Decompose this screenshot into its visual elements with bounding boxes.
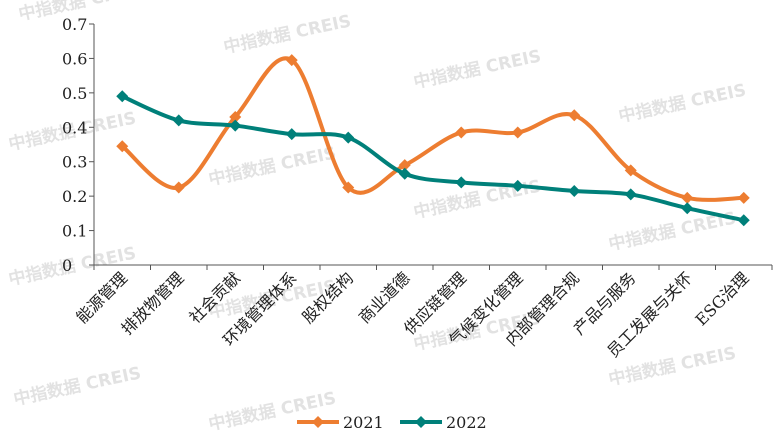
data-point-2021: [737, 191, 750, 204]
data-point-2022: [285, 128, 298, 141]
y-tick-label: 0.2: [62, 187, 87, 206]
x-tick-label: 商业道德: [355, 268, 414, 327]
data-point-2022: [624, 188, 637, 201]
data-point-2022: [737, 214, 750, 227]
watermark-layer: 中指数据 CREIS 中指数据 CREIS 中指数据 CREIS 中指数据 CREIS…: [7, 0, 748, 435]
legend: 2021 2022: [297, 413, 487, 432]
data-point-2021: [455, 126, 468, 139]
data-point-2021: [511, 126, 524, 139]
x-tick-label: 能源管理: [72, 268, 131, 327]
data-point-2022: [229, 119, 242, 132]
data-point-2022: [568, 184, 581, 197]
watermark-text: 中指数据 CREIS: [412, 45, 543, 93]
data-point-2021: [568, 109, 581, 122]
data-point-2021: [624, 164, 637, 177]
watermark-text: 中指数据 CREIS: [617, 79, 748, 127]
legend-item-2021: 2021: [297, 413, 384, 432]
legend-marker: [312, 416, 324, 428]
data-point-2021: [229, 110, 242, 123]
data-point-2021: [285, 54, 298, 67]
data-point-2022: [398, 167, 411, 180]
data-point-2022: [172, 114, 185, 127]
data-point-2022: [342, 131, 355, 144]
watermark-text: 中指数据 CREIS: [12, 362, 143, 410]
legend-label: 2022: [446, 413, 487, 432]
data-point-2022: [116, 90, 129, 103]
y-tick-label: 0.4: [62, 118, 87, 137]
y-tick-label: 0: [62, 256, 72, 275]
watermark-text: 中指数据 CREIS: [207, 142, 338, 190]
legend-marker: [415, 416, 427, 428]
series-layer: [116, 54, 750, 227]
data-point-2021: [681, 191, 694, 204]
y-tick-label: 0.1: [62, 222, 87, 241]
y-tick-label: 0.6: [62, 49, 87, 68]
legend-label: 2021: [343, 413, 384, 432]
y-tick-label: 0.7: [62, 15, 87, 34]
data-point-2021: [172, 181, 185, 194]
legend-item-2022: 2022: [400, 413, 487, 432]
data-point-2021: [398, 159, 411, 172]
x-tick-label: ESG治理: [691, 268, 752, 329]
y-tick-label: 0.5: [62, 84, 87, 103]
data-point-2022: [455, 176, 468, 189]
data-point-2022: [511, 179, 524, 192]
data-point-2021: [342, 181, 355, 194]
data-point-2022: [681, 202, 694, 215]
series-2022: [116, 90, 750, 227]
data-point-2021: [116, 140, 129, 153]
y-tick-label: 0.3: [62, 153, 87, 172]
watermark-text: 中指数据 CREIS: [222, 10, 353, 58]
series-2021: [116, 54, 750, 204]
